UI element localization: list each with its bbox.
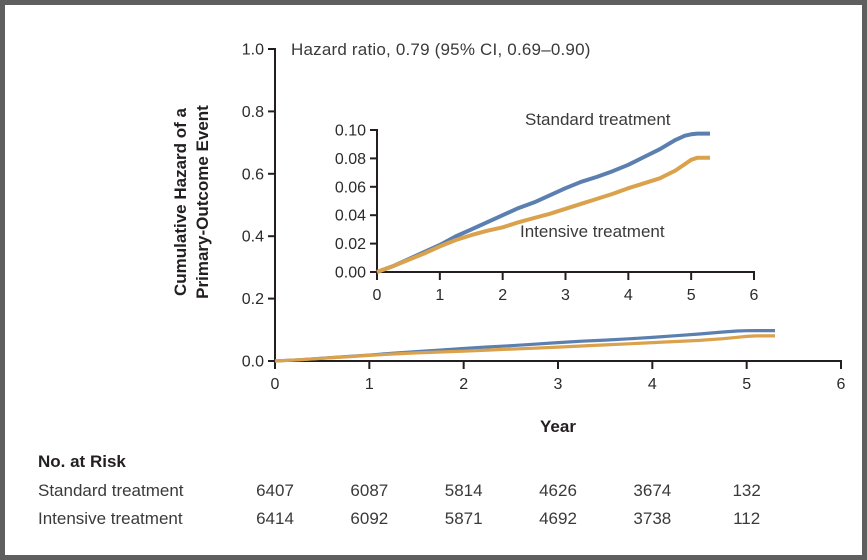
inset-x-tick-label: 1 [435, 287, 444, 304]
inset-y-tick-label: 0.04 [335, 208, 366, 225]
main-y-tick-label: 0.6 [242, 166, 264, 183]
main-x-tick-label: 3 [554, 376, 563, 393]
risk-value: 3674 [633, 481, 672, 500]
main-x-tick-label: 1 [365, 376, 374, 393]
risk-value: 132 [732, 481, 761, 500]
main-x-tick-label: 5 [742, 376, 751, 393]
main-x-tick-label: 0 [271, 376, 280, 393]
inset-x-tick-label: 5 [687, 287, 696, 304]
inset-y-tick-label: 0.02 [335, 236, 366, 253]
main-y-tick-label: 0.2 [242, 291, 264, 308]
inset-y-tick-label: 0.10 [335, 123, 366, 140]
risk-value: 6407 [256, 481, 294, 500]
risk-value: 4626 [539, 481, 577, 500]
inset-y-tick-label: 0.06 [335, 179, 366, 196]
inset-x-tick-label: 3 [561, 287, 570, 304]
inset-x-tick-label: 6 [750, 287, 759, 304]
inset-x-tick-label: 2 [498, 287, 507, 304]
hazard-chart-canvas: 0.0 0.2 0.4 0.6 0.8 1.0 0 1 2 3 4 5 6 0.00 0.02 0.04 0.0… [242, 42, 846, 394]
inset-line-intensive-treatment [376, 155, 710, 274]
x-axis-label: Year [540, 417, 576, 436]
risk-value: 4692 [539, 509, 577, 528]
series-label-intensive-treatment: Intensive treatment [520, 222, 665, 241]
main-line-intensive-treatment [274, 334, 775, 363]
risk-value: 112 [733, 509, 761, 528]
risk-value: 6087 [350, 481, 389, 500]
risk-value: 5871 [444, 509, 483, 528]
inset-x-tick-label: 4 [624, 287, 633, 304]
risk-row-label: Standard treatment [38, 481, 184, 500]
inset-x-tick-label: 0 [373, 287, 382, 304]
inset-y-tick-label: 0.00 [335, 265, 366, 282]
main-x-tick-label: 2 [459, 376, 468, 393]
risk-value: 6092 [350, 509, 389, 528]
risk-value: 5814 [444, 481, 483, 500]
risk-row-label: Intensive treatment [38, 509, 183, 528]
main-x-tick-label: 4 [648, 376, 657, 393]
hazard-ratio-annotation: Hazard ratio, 0.79 (95% CI, 0.69–0.90) [291, 40, 591, 59]
main-axes [274, 48, 842, 362]
main-y-tick-label: 1.0 [242, 42, 264, 59]
y-axis-label: Cumulative Hazard of a Primary-Outcome E… [170, 42, 214, 362]
risk-value: 3738 [633, 509, 672, 528]
main-y-tick-label: 0.0 [242, 354, 264, 371]
y-axis-label-line2: Primary-Outcome Event [193, 105, 213, 299]
series-label-standard-treatment: Standard treatment [525, 110, 671, 129]
risk-table-title: No. at Risk [38, 452, 126, 471]
main-y-tick-label: 0.4 [242, 229, 264, 246]
main-y-tick-label: 0.8 [242, 104, 264, 121]
risk-value: 6414 [256, 509, 294, 528]
y-axis-label-line1: Cumulative Hazard of a [171, 108, 190, 296]
inset-y-tick-label: 0.08 [335, 151, 366, 168]
risk-row-standard-treatment: Standard treatment 6407 6087 5814 4626 3674 13… [5, 481, 862, 503]
risk-row-intensive-treatment: Intensive treatment 6414 6092 5871 4692 3738 1… [5, 509, 862, 531]
main-x-tick-label: 6 [837, 376, 846, 393]
